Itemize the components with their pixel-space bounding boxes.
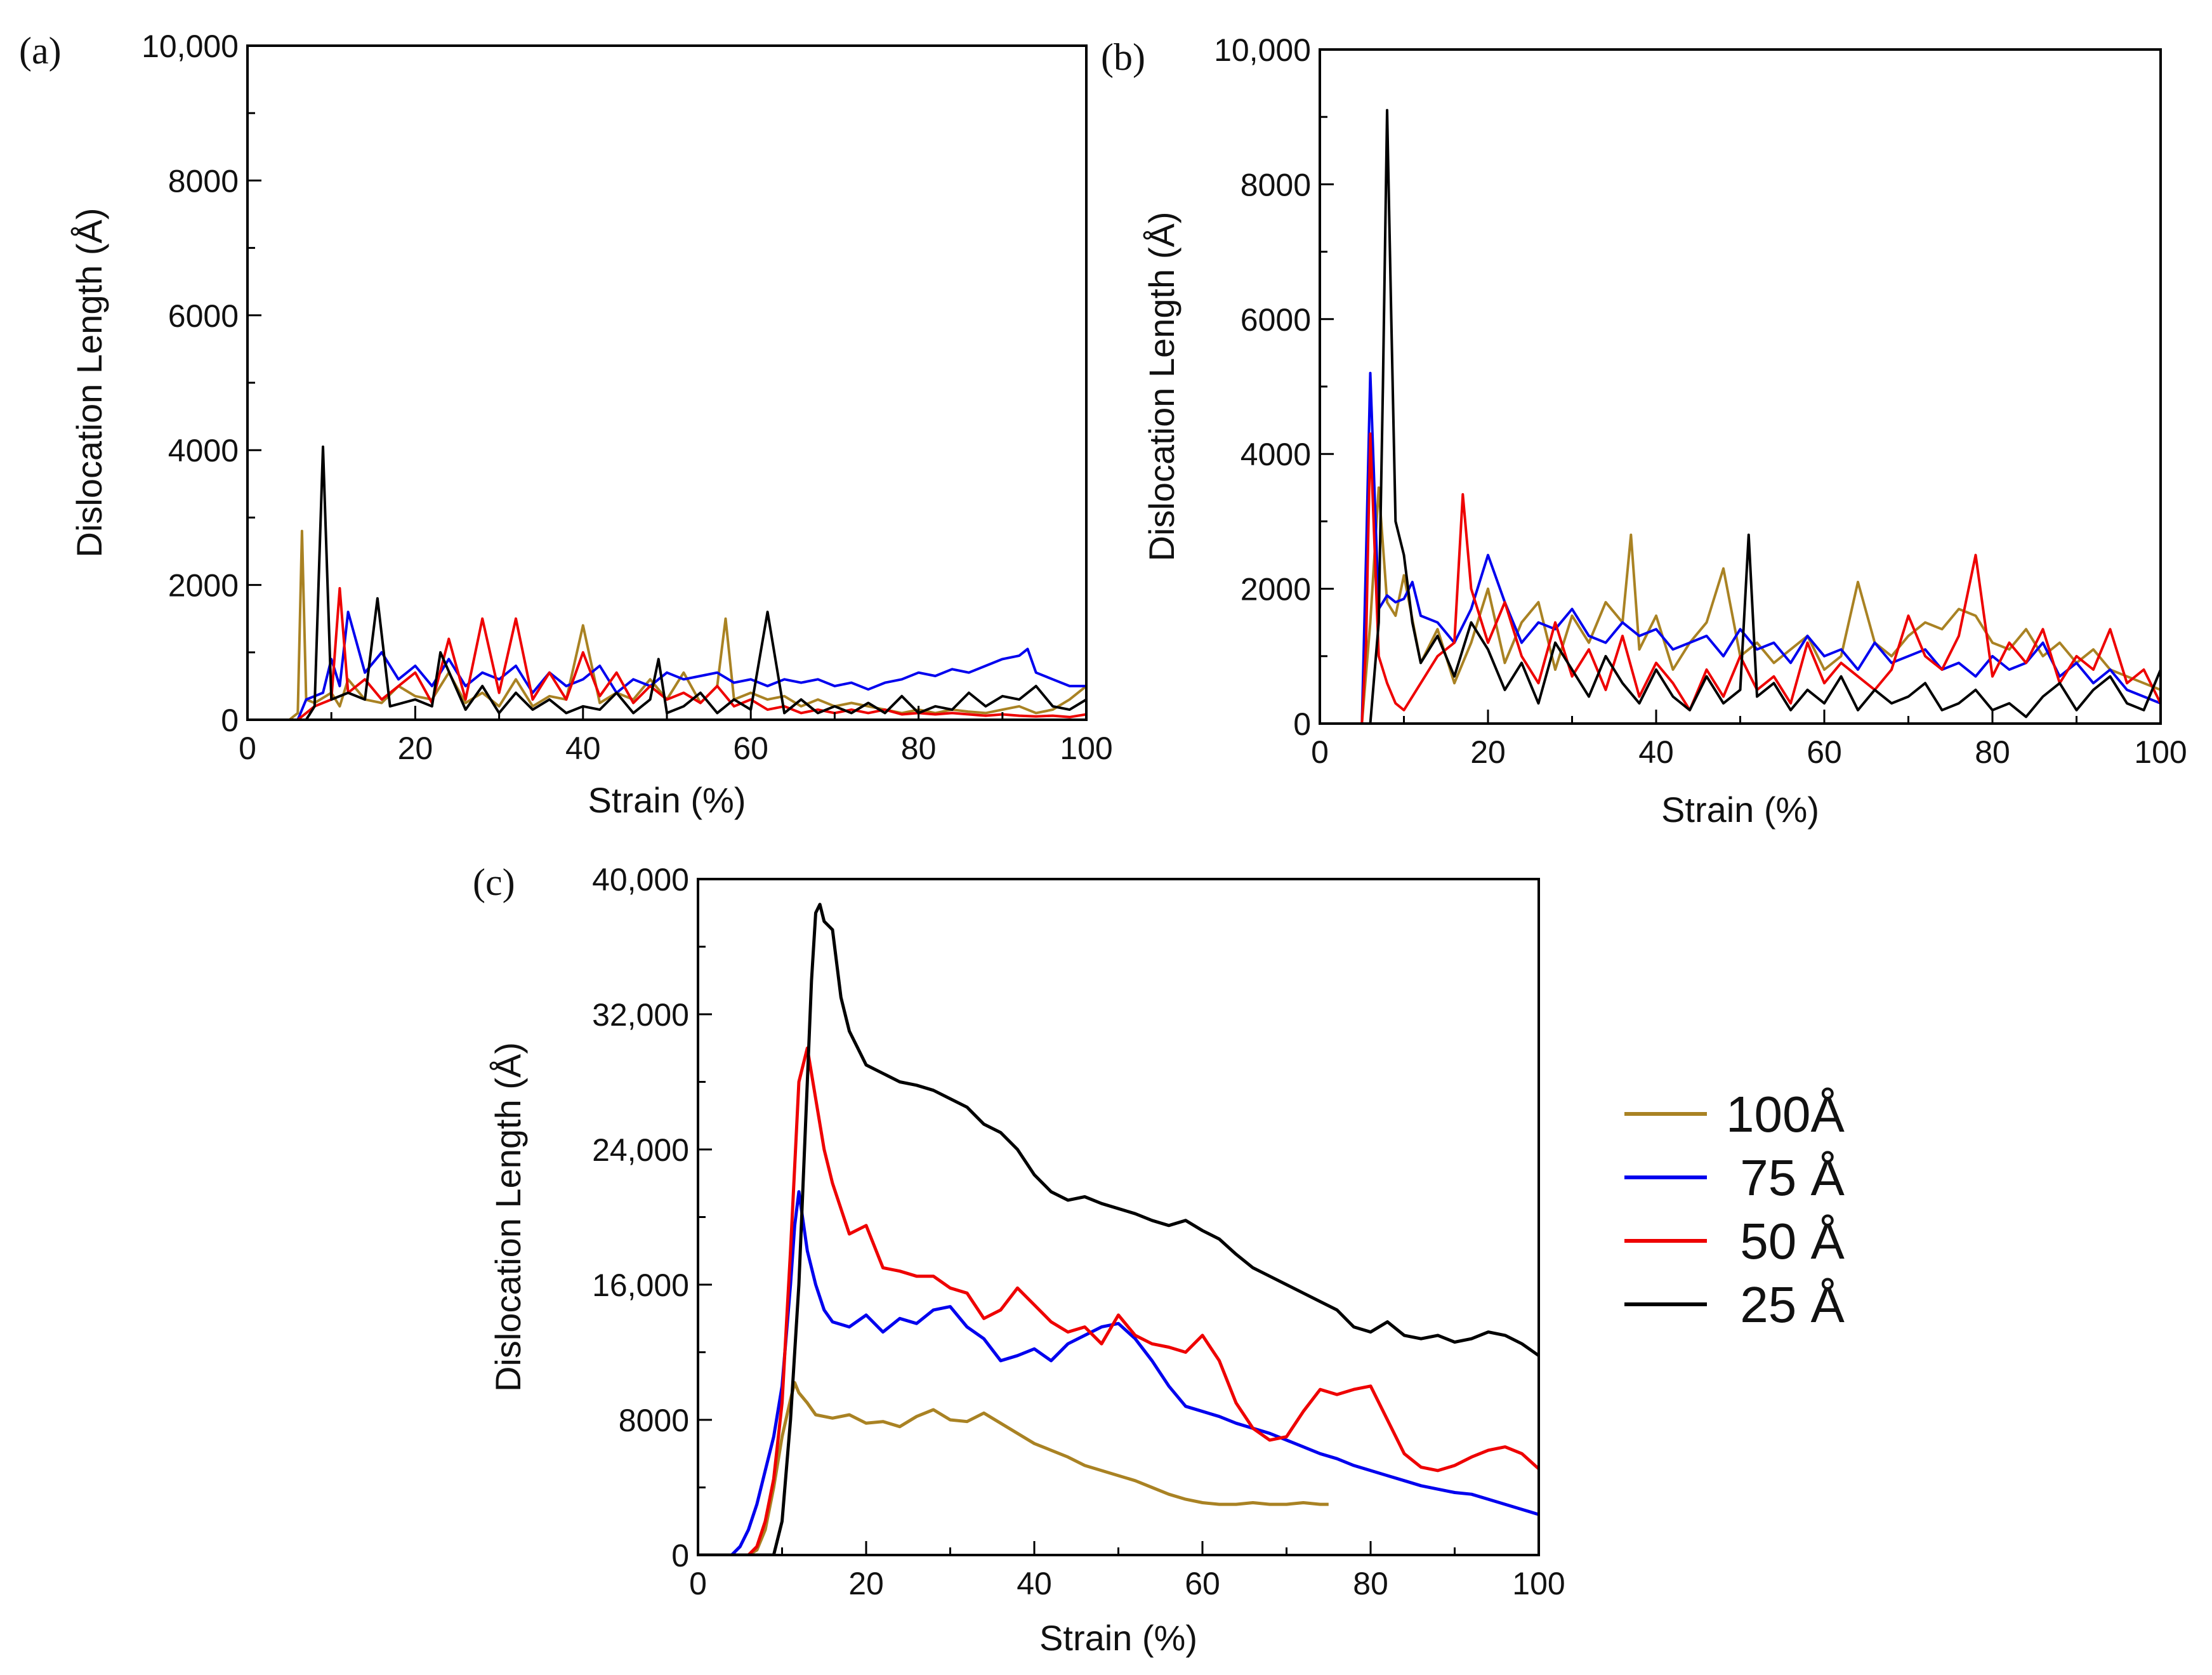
- panel-a-xtick-label: 80: [901, 731, 937, 766]
- panel-c-ytick-label: 32,000: [592, 997, 689, 1033]
- panel-c-ylabel: Dislocation Length (Å): [488, 1042, 528, 1392]
- panel-b-ytick-label: 0: [1293, 706, 1311, 742]
- panel-a-label: (a): [19, 30, 62, 72]
- panel-b-xtick-label: 0: [1311, 734, 1329, 770]
- legend: 100Å 75 Å 50 Å 25 Å: [1624, 1086, 1845, 1333]
- panel-b-xtick-label: 40: [1638, 734, 1674, 770]
- panel-c: 0 20 40 60 80 100 0 8000 16,000 24,000 32,000 40,00…: [473, 861, 1565, 1658]
- legend-label: 50 Å: [1726, 1213, 1845, 1269]
- panel-b-xtick-label: 80: [1975, 734, 2010, 770]
- panel-a-xtick-label: 0: [239, 731, 256, 766]
- panel-c-ytick-label: 24,000: [592, 1132, 689, 1168]
- panel-a-xtick-label: 100: [1060, 731, 1112, 766]
- panel-b-ytick-label: 6000: [1241, 302, 1311, 338]
- panel-c-ytick-label: 16,000: [592, 1268, 689, 1303]
- panel-b-ytick-label: 2000: [1241, 572, 1311, 607]
- panel-b-ylabel: Dislocation Length (Å): [1142, 212, 1182, 562]
- panel-b-xtick-label: 100: [2134, 734, 2187, 770]
- panel-a-series-75: [247, 611, 1086, 720]
- panel-c-label: (c): [473, 861, 515, 903]
- panel-c-xtick-label: 40: [1017, 1566, 1052, 1601]
- panel-a-xlabel: Strain (%): [588, 780, 746, 820]
- panel-a-ytick-label: 4000: [168, 433, 239, 468]
- panel-b-ytick-label: 8000: [1241, 167, 1311, 202]
- panel-b-xtick-label: 20: [1470, 734, 1506, 770]
- panel-a-ylabel: Dislocation Length (Å): [69, 208, 109, 558]
- panel-a: 0 20 40 60 80 100 0 2000 4000 6000 8000 10,000 Strai…: [19, 29, 1113, 820]
- panel-a-ytick-label: 8000: [168, 163, 239, 199]
- panel-b-series-50: [1320, 432, 2161, 724]
- panel-b-ytick-label: 4000: [1241, 437, 1311, 472]
- panel-c-ytick-label: 40,000: [592, 862, 689, 897]
- panel-a-frame: [246, 44, 1088, 721]
- legend-label: 100Å: [1726, 1086, 1845, 1142]
- panel-c-series-25: [698, 903, 1539, 1555]
- panel-b-xlabel: Strain (%): [1661, 790, 1819, 830]
- panel-c-ytick-label: 8000: [619, 1403, 689, 1438]
- panel-a-series-100: [247, 529, 1086, 720]
- panel-a-ytick-label: 0: [221, 703, 239, 738]
- legend-label: 75 Å: [1726, 1149, 1845, 1206]
- panel-c-xlabel: Strain (%): [1039, 1618, 1197, 1658]
- panel-a-xtick-label: 20: [398, 731, 433, 766]
- panel-b-frame: [1319, 48, 2162, 725]
- panel-b: 0 20 40 60 80 100 0 2000 4000 6000 8000 10,000 Strai…: [1101, 32, 2187, 830]
- panel-c-series-50: [698, 1046, 1539, 1555]
- panel-c-xtick-label: 100: [1512, 1566, 1565, 1601]
- panel-c-xtick-label: 20: [848, 1566, 884, 1601]
- panel-c-ytick-label: 0: [671, 1538, 689, 1573]
- panel-a-ytick-label: 10,000: [142, 29, 239, 64]
- panel-c-xtick-label: 0: [689, 1566, 707, 1601]
- panel-a-ytick-label: 2000: [168, 568, 239, 604]
- panel-b-series-25: [1320, 109, 2161, 724]
- panel-b-ytick-label: 10,000: [1214, 32, 1311, 68]
- panel-b-xtick-label: 60: [1807, 734, 1842, 770]
- panel-c-series-75: [698, 1190, 1539, 1555]
- panel-a-xtick-label: 60: [733, 731, 768, 766]
- panel-a-series-50: [247, 586, 1086, 720]
- panel-a-series-25: [247, 445, 1086, 720]
- panel-b-series-75: [1320, 371, 2161, 724]
- panel-a-ytick-label: 6000: [168, 298, 239, 334]
- panel-c-frame: [697, 878, 1540, 1556]
- panel-c-xtick-label: 80: [1353, 1566, 1388, 1601]
- panel-b-label: (b): [1101, 36, 1145, 78]
- legend-label: 25 Å: [1726, 1276, 1845, 1333]
- panel-a-xtick-label: 40: [565, 731, 601, 766]
- panel-c-xtick-label: 60: [1185, 1566, 1220, 1601]
